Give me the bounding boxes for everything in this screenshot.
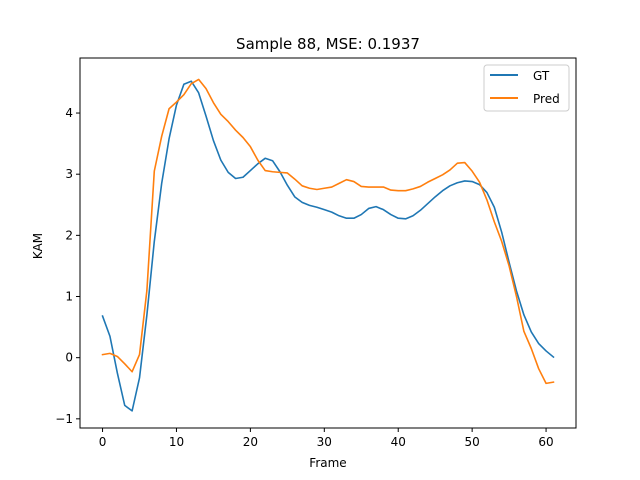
y-tick-label: −1 [55, 412, 73, 426]
x-tick-label: 20 [243, 435, 258, 449]
x-tick-label: 40 [391, 435, 406, 449]
legend-box [483, 64, 570, 112]
series-line-pred [101, 78, 555, 385]
x-tick-label: 0 [99, 435, 107, 449]
series-layer [101, 78, 555, 412]
ticks-layer: 0 10 20 30 40 50 60 −1 0 1 2 3 4 [55, 106, 553, 449]
plot-frame [79, 57, 577, 429]
legend-label-gt: GT [533, 69, 550, 83]
y-tick-label: 2 [65, 228, 73, 242]
legend-label-pred: Pred [533, 92, 560, 106]
x-axis-label: Frame [309, 456, 346, 470]
x-tick-label: 30 [317, 435, 332, 449]
chart-title: Sample 88, MSE: 0.1937 [236, 35, 420, 53]
y-tick-label: 0 [65, 351, 73, 365]
y-tick-label: 3 [65, 167, 73, 181]
y-tick-label: 4 [65, 106, 73, 120]
legend: GT Pred [483, 64, 570, 112]
x-tick-label: 50 [465, 435, 480, 449]
x-tick-label: 60 [538, 435, 553, 449]
y-tick-label: 1 [65, 290, 73, 304]
x-tick-label: 10 [169, 435, 184, 449]
y-axis-label: KAM [31, 233, 45, 259]
